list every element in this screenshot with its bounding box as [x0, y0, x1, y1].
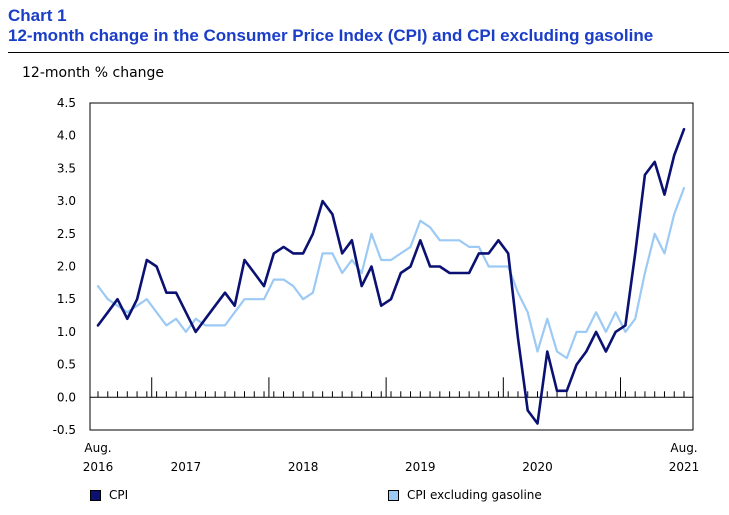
x-tick-label: Aug.: [84, 441, 111, 455]
y-tick-label: 3.5: [57, 161, 76, 175]
legend-swatch-cpi: [90, 489, 101, 501]
y-tick-label: 3.0: [57, 194, 76, 208]
legend-label-cpi: CPI: [109, 488, 129, 502]
chart-title-block: Chart 1 12-month change in the Consumer …: [8, 6, 653, 46]
y-axis: -0.5 0.0 0.5 1.0 1.5 2.0 2.5 3.0 3.5 4.0 4.5: [53, 96, 76, 437]
series-layer: [96, 127, 686, 425]
legend-item-cpi: CPI: [90, 488, 128, 502]
x-tick-label: 2021: [669, 460, 700, 474]
legend-swatch-cpi-excluding-gasoline: [388, 489, 399, 501]
series-line-cpi: [96, 127, 686, 425]
x-tick-label: 2018: [288, 460, 319, 474]
y-tick-label: -0.5: [53, 423, 76, 437]
y-tick-label: 0.5: [57, 358, 76, 372]
x-tick-label: 2016: [83, 460, 114, 474]
series-line-cpi-excluding-gasoline: [96, 186, 686, 360]
plot-frame: [89, 102, 694, 431]
legend-item-cpi-excluding-gasoline: CPI excluding gasoline: [388, 488, 542, 502]
y-tick-label: 0.0: [57, 390, 76, 404]
y-tick-label: 2.5: [57, 227, 76, 241]
title-divider: [8, 52, 729, 53]
y-tick-label: 2.0: [57, 260, 76, 274]
x-axis: Aug. 2016 2017 2018 2019 2020 Aug. 2021: [83, 377, 700, 474]
legend-label-cpi-excluding-gasoline: CPI excluding gasoline: [407, 488, 542, 502]
y-axis-label: 12-month % change: [22, 65, 164, 81]
y-tick-label: 1.5: [57, 292, 76, 306]
y-tick-label: 4.0: [57, 129, 76, 143]
x-tick-label: Aug.: [670, 441, 697, 455]
x-tick-label: 2020: [522, 460, 553, 474]
y-tick-label: 4.5: [57, 96, 76, 110]
y-tick-label: 1.0: [57, 325, 76, 339]
chart-title: 12-month change in the Consumer Price In…: [8, 26, 654, 45]
x-tick-label: 2017: [171, 460, 202, 474]
x-tick-label: 2019: [405, 460, 436, 474]
chart-number: Chart 1: [8, 6, 67, 25]
